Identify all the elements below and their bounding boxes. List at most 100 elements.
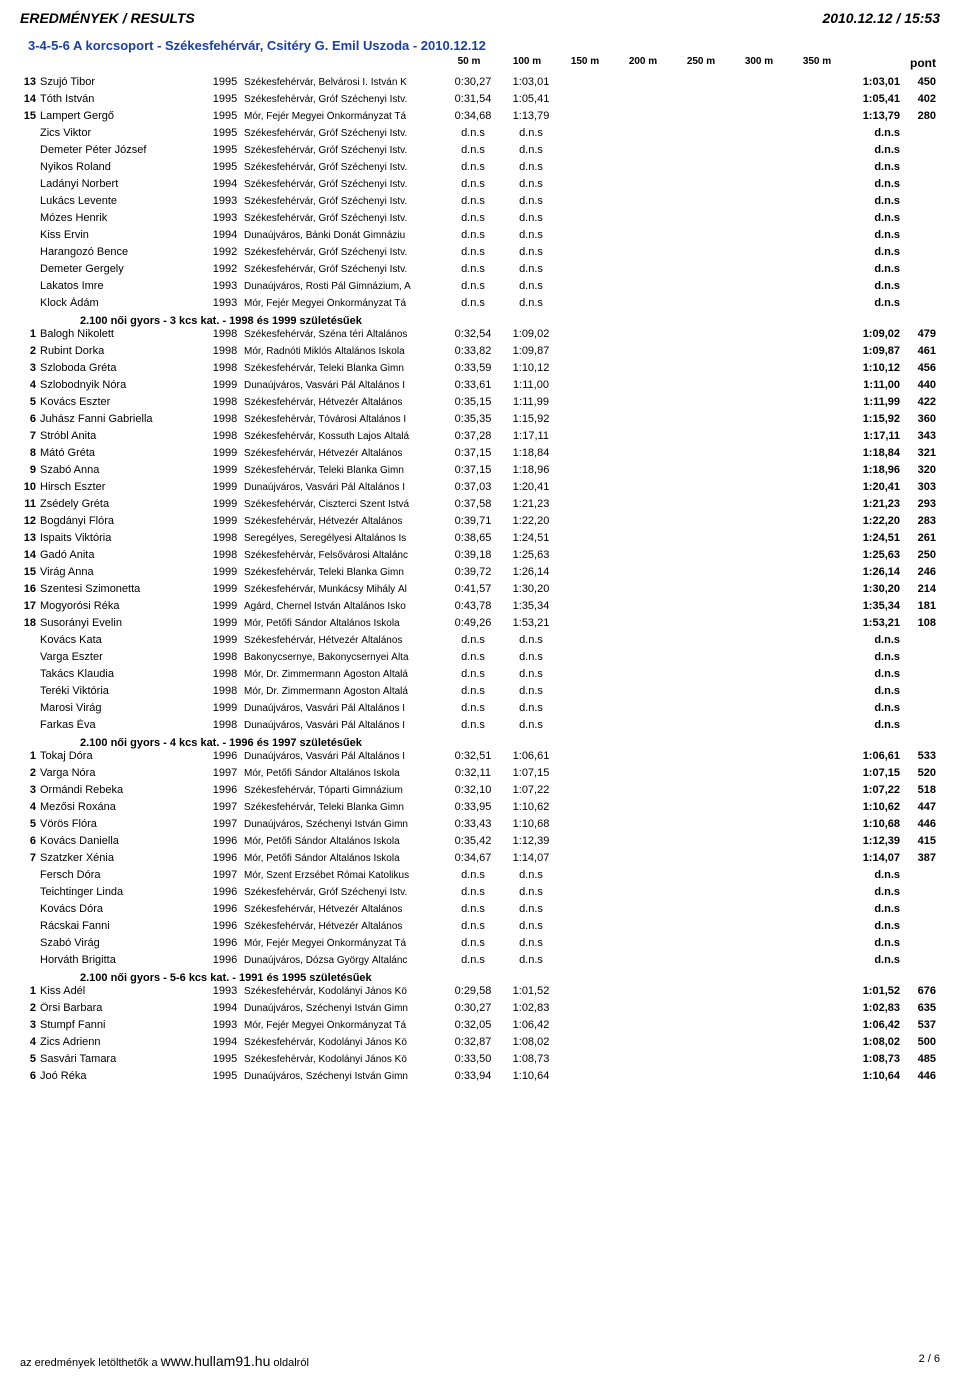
- points: 461: [900, 345, 940, 357]
- split-100: d.n.s: [502, 246, 560, 258]
- result-row: Lakatos Imre1993Dunaújváros, Rosti Pál G…: [20, 280, 940, 297]
- rank: 5: [20, 1053, 40, 1065]
- result-row: 5Sasvári Tamara1995Székesfehérvár, Kodol…: [20, 1053, 940, 1070]
- club: Mór, Petőfi Sándor Általános Iskola: [244, 768, 444, 779]
- split-100: 1:11,99: [502, 396, 560, 408]
- final-time: 1:09,87: [830, 345, 900, 357]
- rank: 3: [20, 784, 40, 796]
- rank: 15: [20, 566, 40, 578]
- split-50: 0:29,58: [444, 985, 502, 997]
- birth-year: 1995: [206, 93, 244, 105]
- birth-year: 1998: [206, 430, 244, 442]
- club: Mór, Petőfi Sándor Általános Iskola: [244, 618, 444, 629]
- athlete-name: Ispaits Viktória: [40, 532, 206, 544]
- club: Székesfehérvár, Gróf Széchenyi Istv.: [244, 196, 444, 207]
- birth-year: 1995: [206, 1053, 244, 1065]
- result-row: 15Lampert Gergő1995Mór, Fejér Megyei Önk…: [20, 110, 940, 127]
- athlete-name: Lampert Gergő: [40, 110, 206, 122]
- birth-year: 1999: [206, 498, 244, 510]
- col-250m: 250 m: [672, 56, 730, 70]
- footer-left: az eredmények letölthetők a www.hullam91…: [20, 1353, 309, 1369]
- points: 108: [900, 617, 940, 629]
- split-100: d.n.s: [502, 263, 560, 275]
- split-100: d.n.s: [502, 229, 560, 241]
- athlete-name: Ormándi Rebeka: [40, 784, 206, 796]
- split-100: d.n.s: [502, 195, 560, 207]
- club: Székesfehérvár, Kodolányi János Kö: [244, 1037, 444, 1048]
- rank: 1: [20, 750, 40, 762]
- club: Székesfehérvár, Gróf Széchenyi Istv.: [244, 887, 444, 898]
- split-50: 0:32,51: [444, 750, 502, 762]
- split-100: d.n.s: [502, 212, 560, 224]
- athlete-name: Zics Adrienn: [40, 1036, 206, 1048]
- split-100: d.n.s: [502, 144, 560, 156]
- split-50: d.n.s: [444, 229, 502, 241]
- points: 440: [900, 379, 940, 391]
- footer: az eredmények letölthetők a www.hullam91…: [20, 1353, 940, 1369]
- page-title: EREDMÉNYEK / RESULTS: [20, 10, 195, 26]
- split-50: d.n.s: [444, 127, 502, 139]
- final-time: 1:12,39: [830, 835, 900, 847]
- split-100: 1:18,84: [502, 447, 560, 459]
- birth-year: 1999: [206, 634, 244, 646]
- final-time: 1:11,99: [830, 396, 900, 408]
- split-100: 1:09,87: [502, 345, 560, 357]
- result-row: Szabó Virág1996Mór, Fejér Megyei Önkormá…: [20, 937, 940, 954]
- final-time: 1:05,41: [830, 93, 900, 105]
- club: Székesfehérvár, Kossuth Lajos Általá: [244, 431, 444, 442]
- split-50: 0:32,10: [444, 784, 502, 796]
- final-time: 1:20,41: [830, 481, 900, 493]
- final-time: d.n.s: [830, 869, 900, 881]
- points: 447: [900, 801, 940, 813]
- club: Mór, Dr. Zimmermann Ágoston Általá: [244, 686, 444, 697]
- split-100: 1:24,51: [502, 532, 560, 544]
- club: Székesfehérvár, Teleki Blanka Gimn: [244, 465, 444, 476]
- club: Dunaújváros, Vasvári Pál Általános I: [244, 482, 444, 493]
- final-time: d.n.s: [830, 651, 900, 663]
- split-100: 1:09,02: [502, 328, 560, 340]
- rank: 11: [20, 498, 40, 510]
- birth-year: 1998: [206, 532, 244, 544]
- result-row: 7Szatzker Xénia1996Mór, Petőfi Sándor Ál…: [20, 852, 940, 869]
- points: 402: [900, 93, 940, 105]
- athlete-name: Vörös Flóra: [40, 818, 206, 830]
- result-row: Teichtinger Linda1996Székesfehérvár, Gró…: [20, 886, 940, 903]
- rank: 14: [20, 549, 40, 561]
- result-row: Demeter Péter József1995Székesfehérvár, …: [20, 144, 940, 161]
- split-100: d.n.s: [502, 280, 560, 292]
- birth-year: 1996: [206, 886, 244, 898]
- birth-year: 1999: [206, 464, 244, 476]
- col-pont: pont: [910, 56, 940, 70]
- split-100: 1:07,22: [502, 784, 560, 796]
- final-time: 1:26,14: [830, 566, 900, 578]
- rank: 13: [20, 532, 40, 544]
- athlete-name: Tokaj Dóra: [40, 750, 206, 762]
- points: 280: [900, 110, 940, 122]
- split-50: d.n.s: [444, 937, 502, 949]
- birth-year: 1996: [206, 784, 244, 796]
- final-time: d.n.s: [830, 229, 900, 241]
- club: Székesfehérvár, Teleki Blanka Gimn: [244, 567, 444, 578]
- club: Székesfehérvár, Ciszterci Szent Istvá: [244, 499, 444, 510]
- final-time: 1:18,96: [830, 464, 900, 476]
- birth-year: 1995: [206, 1070, 244, 1082]
- split-50: d.n.s: [444, 212, 502, 224]
- club: Székesfehérvár, Hétvezér Általános: [244, 635, 444, 646]
- club: Dunaújváros, Vasvári Pál Általános I: [244, 751, 444, 762]
- athlete-name: Marosi Virág: [40, 702, 206, 714]
- result-row: 1Tokaj Dóra1996Dunaújváros, Vasvári Pál …: [20, 750, 940, 767]
- result-row: 3Stumpf Fanni1993Mór, Fejér Megyei Önkor…: [20, 1019, 940, 1036]
- result-row: Demeter Gergely1992Székesfehérvár, Gróf …: [20, 263, 940, 280]
- birth-year: 1999: [206, 379, 244, 391]
- split-100: d.n.s: [502, 178, 560, 190]
- split-50: d.n.s: [444, 144, 502, 156]
- final-time: 1:09,02: [830, 328, 900, 340]
- points: 415: [900, 835, 940, 847]
- athlete-name: Teréki Viktória: [40, 685, 206, 697]
- club: Székesfehérvár, Hétvezér Általános: [244, 904, 444, 915]
- athlete-name: Stumpf Fanni: [40, 1019, 206, 1031]
- result-row: 6Kovács Daniella1996Mór, Petőfi Sándor Á…: [20, 835, 940, 852]
- final-time: d.n.s: [830, 685, 900, 697]
- event-header: 2.100 női gyors - 3 kcs kat. - 1998 és 1…: [80, 315, 940, 327]
- points: 500: [900, 1036, 940, 1048]
